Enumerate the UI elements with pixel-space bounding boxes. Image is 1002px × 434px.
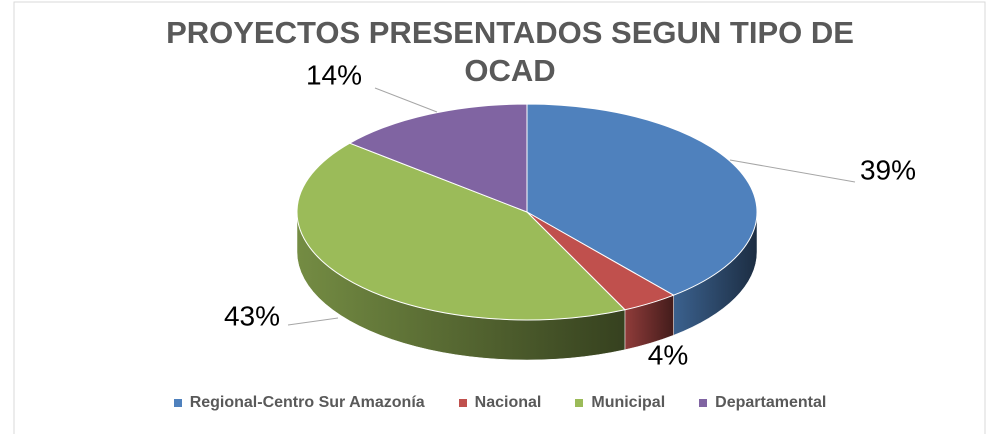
legend-swatch [699, 399, 708, 407]
chart-border [13, 1, 986, 434]
leader-line [374, 87, 438, 113]
data-label: 14% [306, 59, 362, 90]
legend-label: Departamental [715, 394, 827, 411]
legend-item: Regional-Centro Sur Amazonía [173, 394, 425, 412]
data-label: 39% [860, 154, 916, 185]
slice [526, 103, 758, 296]
legend: Regional-Centro Sur Amazonía Nacional Muni… [14, 394, 986, 412]
legend-label: Regional-Centro Sur Amazonía [189, 394, 425, 411]
slice [348, 103, 528, 213]
data-label: 43% [224, 300, 280, 331]
legend-item: Municipal [575, 394, 665, 412]
leader-line [729, 159, 856, 183]
leader-line [287, 317, 339, 326]
legend-item: Nacional [458, 394, 542, 412]
legend-swatch [173, 399, 182, 407]
legend-swatch [575, 399, 584, 407]
legend-label: Municipal [591, 394, 666, 411]
data-label: 4% [648, 339, 688, 370]
legend-item: Departamental [699, 394, 826, 412]
legend-swatch [458, 399, 467, 407]
legend-label: Nacional [474, 394, 542, 411]
slice [296, 142, 626, 321]
chart-title: PROYECTOS PRESENTADOS SEGUN TIPO DE OCAD [166, 15, 854, 88]
